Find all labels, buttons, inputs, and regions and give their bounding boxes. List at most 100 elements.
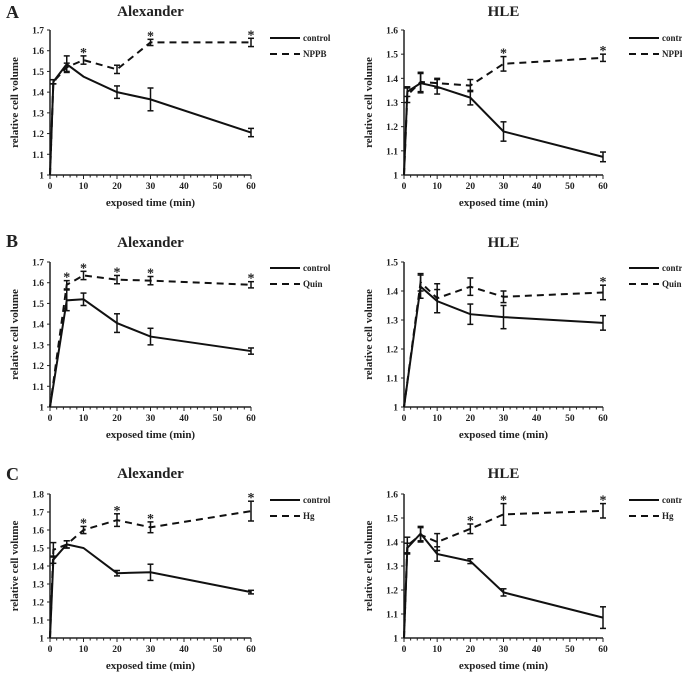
- error-bar-control: [80, 292, 87, 307]
- x-tick-label: 50: [213, 182, 223, 192]
- chart-title: HLE: [488, 466, 520, 482]
- error-bar-nppb: [248, 37, 254, 48]
- y-tick-label: 1.6: [32, 527, 44, 537]
- x-tick-label: 50: [565, 182, 575, 192]
- error-bar-hg: [248, 500, 254, 522]
- x-tick-label: 40: [532, 182, 542, 192]
- y-tick-label: 1.4: [386, 539, 398, 549]
- significance-star: *: [114, 504, 121, 519]
- y-tick-label: 1.3: [32, 109, 44, 119]
- legend-label: Quin: [662, 279, 682, 289]
- error-bar-control: [600, 606, 606, 630]
- error-bar-control: [63, 289, 70, 312]
- panel-C-alexander: C Alexander exposed time (min) relative cel…: [0, 450, 341, 675]
- error-bar-hg: [500, 502, 507, 526]
- error-bar-quin: [147, 275, 154, 286]
- x-tick-label: 0: [48, 182, 53, 192]
- y-tick-label: 1.5: [32, 300, 44, 310]
- y-axis-label: relative cell volume: [363, 520, 375, 611]
- error-bar-control: [114, 569, 120, 577]
- y-tick-label: 1.4: [32, 89, 44, 99]
- chart-svg: B Alexander exposed time (min) relative cel…: [6, 231, 331, 441]
- y-tick-label: 1: [393, 635, 398, 645]
- legend-label: NPPB: [662, 49, 682, 59]
- significance-star: *: [600, 275, 607, 290]
- error-bar-control: [467, 558, 474, 565]
- series-line-control: [403, 284, 604, 408]
- panel-A-alexander: A Alexander exposed time (min) relative cel…: [0, 0, 341, 225]
- chart-title: Alexander: [117, 466, 184, 482]
- y-tick-label: 1.4: [386, 75, 398, 85]
- legend-label: Hg: [662, 511, 674, 521]
- y-tick-label: 1.1: [32, 617, 44, 627]
- y-tick-label: 1.7: [32, 509, 44, 519]
- error-bar-control: [600, 151, 606, 163]
- series-line-control: [49, 62, 252, 176]
- x-tick-label: 60: [598, 414, 608, 424]
- y-tick-label: 1.1: [32, 151, 44, 161]
- x-axis-label: exposed time (min): [459, 429, 549, 441]
- x-tick-label: 0: [402, 645, 407, 655]
- error-bar-quin: [500, 290, 507, 304]
- y-axis-label: relative cell volume: [9, 289, 21, 380]
- x-tick-label: 60: [598, 645, 608, 655]
- error-bar-nppb: [417, 71, 424, 93]
- significance-star: *: [147, 29, 154, 44]
- y-tick-label: 1.5: [386, 515, 398, 525]
- x-tick-label: 30: [499, 182, 509, 192]
- x-tick-label: 40: [532, 414, 542, 424]
- error-bar-control: [248, 127, 254, 138]
- error-bar-hg: [467, 523, 474, 535]
- x-tick-label: 40: [532, 645, 542, 655]
- chart-svg: HLE exposed time (min) relative cell volum…: [363, 235, 682, 441]
- x-tick-label: 10: [79, 645, 89, 655]
- y-tick-label: 1: [393, 404, 398, 414]
- x-tick-label: 0: [402, 414, 407, 424]
- x-tick-label: 30: [146, 645, 156, 655]
- x-tick-label: 30: [146, 182, 156, 192]
- x-axis-label: exposed time (min): [106, 660, 196, 672]
- significance-star: *: [80, 516, 87, 531]
- x-tick-label: 50: [565, 645, 575, 655]
- y-tick-label: 1.3: [32, 581, 44, 591]
- y-tick-label: 1.1: [32, 383, 44, 393]
- panel-x-hle: HLE exposed time (min) relative cell volum…: [341, 450, 682, 675]
- x-tick-label: 50: [213, 414, 223, 424]
- y-tick-label: 1: [393, 172, 398, 182]
- y-tick-label: 1.3: [386, 317, 398, 327]
- y-axis-label: relative cell volume: [9, 520, 21, 611]
- error-bar-quin: [417, 272, 424, 292]
- y-tick-label: 1.2: [32, 130, 44, 140]
- series-line-control: [49, 298, 252, 408]
- chart-title: Alexander: [117, 235, 184, 251]
- error-bar-control: [600, 314, 606, 331]
- x-axis-label: exposed time (min): [106, 197, 196, 209]
- y-tick-label: 1.6: [386, 27, 398, 37]
- y-tick-label: 1.5: [386, 51, 398, 61]
- x-tick-label: 60: [246, 414, 256, 424]
- x-axis-label: exposed time (min): [459, 197, 549, 209]
- x-tick-label: 20: [112, 182, 122, 192]
- y-tick-label: 1.1: [386, 611, 398, 621]
- y-tick-label: 1.5: [386, 259, 398, 269]
- x-tick-label: 40: [179, 414, 189, 424]
- significance-star: *: [63, 271, 70, 286]
- y-tick-label: 1.2: [386, 346, 398, 356]
- error-bar-quin: [80, 270, 87, 281]
- y-tick-label: 1.2: [386, 123, 398, 133]
- y-tick-label: 1.1: [386, 375, 398, 385]
- chart-svg: HLE exposed time (min) relative cell volum…: [363, 466, 682, 672]
- x-tick-label: 20: [466, 414, 476, 424]
- significance-star: *: [80, 261, 87, 276]
- significance-star: *: [500, 494, 507, 509]
- error-bar-control: [248, 589, 254, 595]
- error-bar-control: [114, 85, 120, 100]
- legend-label: control: [303, 495, 331, 505]
- y-tick-label: 1.6: [386, 491, 398, 501]
- y-axis-label: relative cell volume: [9, 57, 21, 148]
- error-bar-nppb: [114, 64, 120, 75]
- error-bar-hg: [114, 513, 120, 528]
- x-tick-label: 50: [565, 414, 575, 424]
- significance-star: *: [147, 512, 154, 527]
- error-bar-control: [467, 303, 474, 326]
